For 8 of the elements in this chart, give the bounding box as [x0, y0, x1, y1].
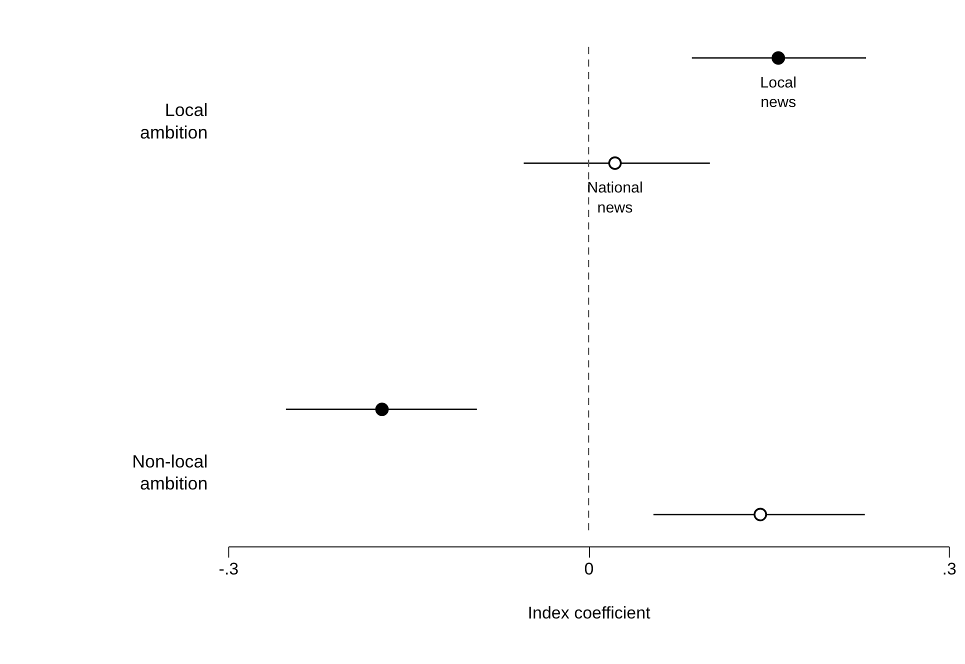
x-tick-label: .3	[942, 560, 956, 579]
x-axis-title: Index coefficient	[528, 603, 651, 622]
y-tick-label: Non-local ambition	[132, 451, 208, 494]
y-tick-label: Local ambition	[140, 100, 208, 142]
series-label: Local news	[760, 74, 797, 112]
series-label: National news	[587, 180, 643, 216]
x-tick-label: -.3	[218, 560, 239, 579]
x-tick-label: 0	[584, 560, 594, 579]
